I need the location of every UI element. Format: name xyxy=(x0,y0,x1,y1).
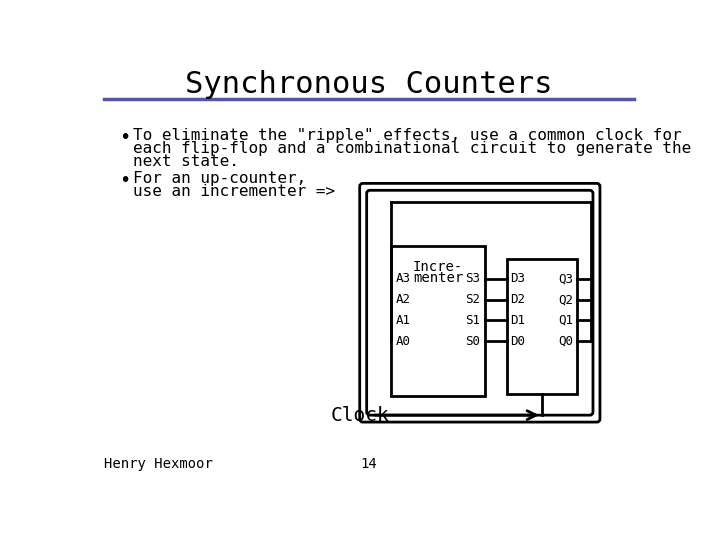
Text: S1: S1 xyxy=(466,314,481,327)
Text: A0: A0 xyxy=(395,335,410,348)
Text: Q1: Q1 xyxy=(559,314,574,327)
Bar xyxy=(507,259,577,394)
Text: •: • xyxy=(120,171,131,190)
Text: D0: D0 xyxy=(510,335,525,348)
Text: S2: S2 xyxy=(466,293,481,306)
Text: S3: S3 xyxy=(466,272,481,285)
Text: Incre-: Incre- xyxy=(413,260,463,274)
Text: each flip-flop and a combinational circuit to generate the: each flip-flop and a combinational circu… xyxy=(133,141,692,156)
Text: menter: menter xyxy=(413,271,463,285)
Text: •: • xyxy=(120,128,131,147)
Text: S0: S0 xyxy=(466,335,481,348)
Text: For an up-counter,: For an up-counter, xyxy=(133,171,307,186)
Text: next state.: next state. xyxy=(133,154,239,169)
Text: D2: D2 xyxy=(510,293,525,306)
Text: To eliminate the "ripple" effects, use a common clock for: To eliminate the "ripple" effects, use a… xyxy=(133,128,682,143)
Text: use an incrementer =>: use an incrementer => xyxy=(133,184,336,199)
Text: D1: D1 xyxy=(510,314,525,327)
Text: A3: A3 xyxy=(395,272,410,285)
Text: A1: A1 xyxy=(395,314,410,327)
Text: Q3: Q3 xyxy=(559,272,574,285)
Text: A2: A2 xyxy=(395,293,410,306)
Text: D3: D3 xyxy=(510,272,525,285)
Text: Q2: Q2 xyxy=(559,293,574,306)
Text: Clock: Clock xyxy=(330,406,389,424)
Text: Henry Hexmoor: Henry Hexmoor xyxy=(104,457,213,470)
Text: 14: 14 xyxy=(361,457,377,470)
Text: Synchronous Counters: Synchronous Counters xyxy=(185,70,553,98)
Text: Q0: Q0 xyxy=(559,335,574,348)
Bar xyxy=(391,246,485,396)
